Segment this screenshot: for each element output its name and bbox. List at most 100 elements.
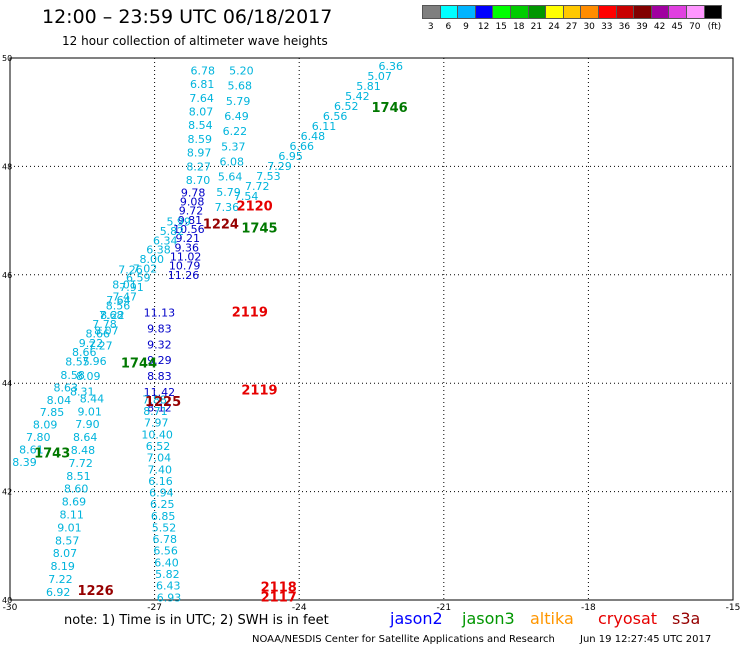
wave-height-value: 7.90 [75,418,100,431]
wave-height-value: 7.29 [267,160,292,173]
longitude-tick-label: -18 [581,603,596,613]
legend-label: 27 [565,22,578,32]
wave-height-value: 6.11 [312,120,337,133]
wave-height-value: 8.39 [12,456,37,469]
legend-label: 33 [601,22,613,32]
wave-height-value: 8.09 [76,370,101,383]
latitude-tick-label: 50 [2,54,12,63]
pass-time-label: 1743 [34,447,70,462]
legend-label: 9 [463,22,469,32]
longitude-tick-label: -15 [726,603,740,613]
wave-height-value: 7.72 [68,457,93,470]
wave-height-value: 9.32 [147,338,172,351]
legend-label: 45 [671,22,683,32]
wave-height-value: 5.37 [221,140,246,153]
wave-height-value: 8.61 [19,443,44,456]
wave-height-value: 7.26 [118,263,143,276]
wave-height-value: 6.92 [46,586,71,599]
satellite-cryosat: cryosat [598,609,658,628]
wave-height-value: 8.66 [85,328,110,341]
wave-height-value: 7.47 [112,290,137,303]
wave-height-value: 8.07 [94,324,119,337]
wave-height-value: 10.79 [169,260,201,273]
wave-height-value: 7.97 [144,417,169,430]
wave-height-value: 10.40 [141,428,173,441]
wave-height-value: 8.66 [72,346,97,359]
legend-label: 39 [636,22,648,32]
wave-height-value: 6.36 [379,60,404,73]
wave-height-value: 8.19 [50,560,75,573]
legend-label: 24 [548,22,560,32]
wave-height-value: 6.85 [151,510,176,523]
wave-height-value: 7.88 [142,393,167,406]
footer-note: note: 1) Time is in UTC; 2) SWH is in fe… [64,613,329,628]
wave-height-value: 6.66 [290,140,315,153]
latitude-tick-label: 48 [2,162,12,171]
pass-time-label: 2118 [261,580,297,595]
wave-height-value: 7.72 [245,180,270,193]
wave-height-value: 8.04 [47,394,72,407]
pass-time-label: 2119 [232,306,268,321]
wave-height-value: 8.07 [189,106,214,119]
pass-time-label: 2119 [241,384,277,399]
wave-height-value: 5.99 [166,216,191,229]
wave-height-value: 5.64 [218,171,243,184]
pass-time-label: 2117 [261,591,297,606]
pass-time-label: 1745 [241,222,277,237]
satellite-s3a: s3a [672,609,701,628]
longitude-tick-label: -30 [3,603,18,613]
wave-height-value: 6.56 [323,110,348,123]
wave-height-value: 6.22 [223,125,248,138]
wave-height-value: 7.91 [119,281,144,294]
wave-height-value: 7.04 [147,452,172,465]
legend-label: 70 [689,22,701,32]
wave-height-value: 6.56 [153,545,178,558]
wave-height-value: 11.13 [144,307,176,320]
wave-height-value: 6.93 [157,591,182,604]
wave-height-value: 9.81 [178,214,203,227]
legend-label: 6 [445,22,452,32]
legend-label: 15 [495,22,507,32]
pass-time-label: 2120 [237,199,273,214]
legend-label: 12 [477,22,490,32]
wave-height-value: 5.68 [228,80,253,93]
wave-height-value: 7.27 [88,340,113,353]
satellite-altika: altika [530,609,574,628]
wave-height-value: 8.83 [147,370,172,383]
legend-label: 21 [530,22,543,32]
latitude-tick-label: 40 [2,596,12,605]
wave-height-value: 6.78 [191,64,216,77]
wave-height-value: 9.01 [77,405,102,418]
wave-height-value: 8.01 [112,279,137,292]
wave-height-value: 8.58 [60,369,85,382]
wave-height-value: 5.42 [345,90,370,103]
map-subtitle: 12 hour collection of altimeter wave hei… [62,34,328,48]
wave-height-value: 8.69 [62,496,87,509]
wave-height-value: 6.52 [146,440,171,453]
wave-height-value: 8.00 [139,253,164,266]
pass-time-label: 1746 [372,101,408,116]
wave-height-value: 7.85 [40,406,65,419]
wave-height-value: 8.60 [64,483,89,496]
wave-height-value: 5.81 [356,80,381,93]
pass-time-label: 1226 [77,584,113,599]
wave-height-value: 7.64 [106,294,131,307]
wave-height-value: 5.79 [226,95,251,108]
wave-height-value: 8.63 [54,381,79,394]
wave-height-value: 7.80 [26,431,51,444]
wave-height-value: 9.29 [147,354,172,367]
credit-line: NOAA/NESDIS Center for Satellite Applica… [252,634,555,645]
wave-height-value: 5.07 [367,70,392,83]
wave-height-value: 11.26 [168,269,200,282]
wave-height-value: 6.95 [278,150,303,163]
wave-height-value: 8.44 [80,392,105,405]
legend-label: 18 [513,22,525,32]
wave-height-value: 7.22 [48,573,73,586]
wave-height-value: 8.64 [73,431,98,444]
wave-height-value: 8.54 [188,119,213,132]
wave-height-value: 8.07 [53,547,78,560]
wave-height-value: 8.31 [70,385,95,398]
wave-height-value: 11.02 [170,250,202,263]
legend-label: 42 [653,22,666,32]
wave-height-value: 6.08 [219,156,244,169]
